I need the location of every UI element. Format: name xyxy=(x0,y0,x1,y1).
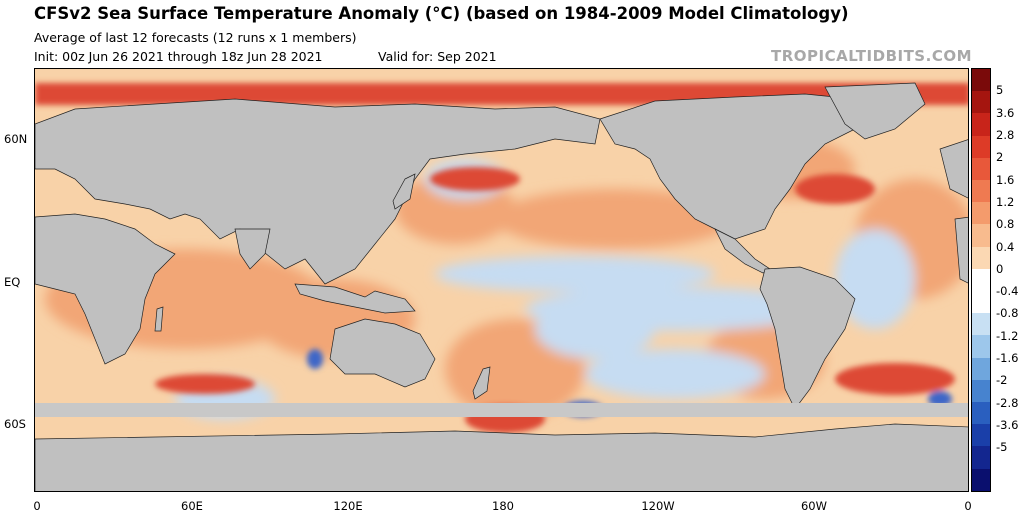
colorbar-segment xyxy=(972,379,990,403)
colorbar-segment xyxy=(972,113,990,136)
eurasia xyxy=(35,98,601,285)
site-credit: TROPICALTIDBITS.COM xyxy=(771,47,972,65)
map-subtitle: Average of last 12 forecasts (12 runs x … xyxy=(34,30,357,45)
colorbar-segment xyxy=(972,335,990,358)
colorbar-segment xyxy=(972,202,990,225)
colorbar-segment xyxy=(972,224,990,247)
indonesia xyxy=(294,283,416,314)
map-title: CFSv2 Sea Surface Temperature Anomaly (°… xyxy=(34,4,849,23)
sst-anomaly-map xyxy=(34,68,969,492)
colorbar-segment xyxy=(972,157,990,181)
sea-ice xyxy=(35,403,968,417)
africa xyxy=(35,213,176,365)
lon-label-120e: 120E xyxy=(333,499,363,513)
colorbar-label: -2.8 xyxy=(996,395,1019,410)
colorbar-segment xyxy=(972,246,990,269)
colorbar-segment xyxy=(972,357,990,380)
australia xyxy=(329,318,436,388)
madagascar xyxy=(154,306,164,332)
lon-label-60e: 60E xyxy=(181,499,203,513)
greenland xyxy=(824,82,926,140)
colorbar-label: -0.8 xyxy=(996,306,1019,321)
colorbar-segment xyxy=(972,291,990,314)
lat-label-60n: 60N xyxy=(4,132,28,146)
colorbar-label: 3.6 xyxy=(996,105,1015,120)
lat-label-60s: 60S xyxy=(4,417,26,431)
land-masses xyxy=(35,82,968,410)
lon-label-180: 180 xyxy=(492,499,514,513)
lon-label-0-left: 0 xyxy=(33,499,41,513)
colorbar xyxy=(971,68,991,492)
new-zealand xyxy=(472,366,491,400)
colorbar-segment xyxy=(972,268,990,292)
lon-label-0-right: 0 xyxy=(964,499,972,513)
map-canvas xyxy=(35,69,968,491)
colorbar-label: 1.6 xyxy=(996,172,1015,187)
europe-west-edge xyxy=(939,139,968,199)
colorbar-segment xyxy=(972,313,990,336)
colorbar-label: -1.6 xyxy=(996,351,1019,366)
africa-west-edge xyxy=(954,216,968,284)
colorbar-segment xyxy=(972,180,990,203)
colorbar-label: 5 xyxy=(996,83,1004,98)
colorbar-label: -0.4 xyxy=(996,284,1019,299)
colorbar-label: -2 xyxy=(996,373,1008,388)
colorbar-label: 0.4 xyxy=(996,239,1015,254)
south-america xyxy=(759,266,856,410)
colorbar-segment xyxy=(972,468,990,491)
colorbar-segment xyxy=(972,402,990,425)
colorbar-label: -1.2 xyxy=(996,328,1019,343)
colorbar-label: -5 xyxy=(996,440,1008,455)
valid-time: Valid for: Sep 2021 xyxy=(378,49,497,64)
india xyxy=(234,228,271,270)
lon-label-60w: 60W xyxy=(800,499,828,513)
lat-label-eq: EQ xyxy=(4,275,21,289)
colorbar-segment xyxy=(972,91,990,114)
colorbar-segment xyxy=(972,135,990,158)
colorbar-segment xyxy=(972,446,990,469)
north-america xyxy=(599,93,856,240)
colorbar-label: 0.8 xyxy=(996,217,1015,232)
init-time: Init: 00z Jun 26 2021 through 18z Jun 28… xyxy=(34,49,323,64)
lon-label-120w: 120W xyxy=(641,499,675,513)
colorbar-label: 1.2 xyxy=(996,194,1015,209)
colorbar-label: 2.8 xyxy=(996,127,1015,142)
colorbar-segment xyxy=(972,424,990,447)
colorbar-label: 2 xyxy=(996,150,1004,165)
antarctica xyxy=(35,423,968,491)
colorbar-label: -3.6 xyxy=(996,418,1019,433)
japan xyxy=(392,173,416,210)
colorbar-label: 0 xyxy=(996,261,1004,276)
colorbar-segment xyxy=(972,69,990,92)
